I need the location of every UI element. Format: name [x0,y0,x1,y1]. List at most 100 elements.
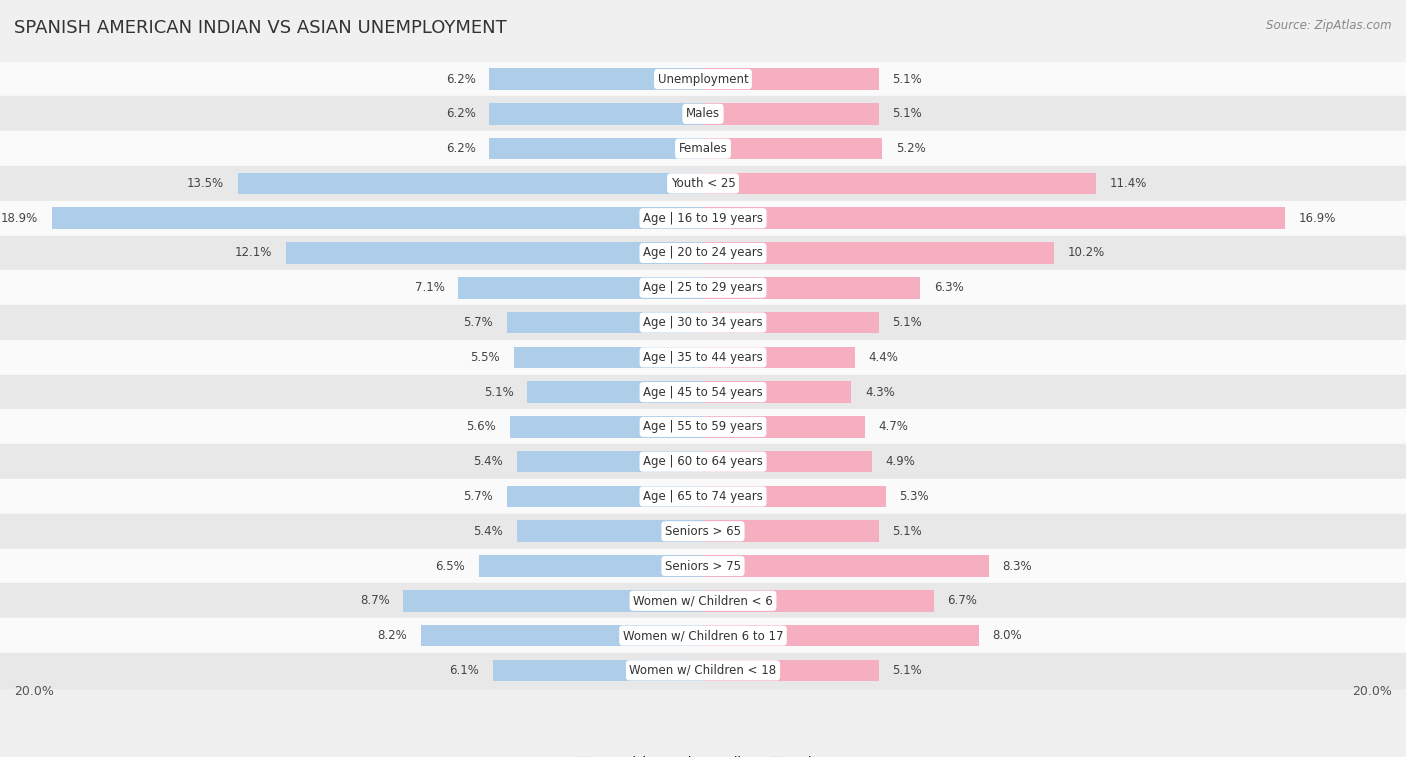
Bar [506,486,703,507]
Bar [703,521,879,542]
Text: 13.5%: 13.5% [187,177,224,190]
Bar [420,625,703,646]
Bar [0,201,1406,235]
Text: 4.7%: 4.7% [879,420,908,434]
Text: Females: Females [679,142,727,155]
Bar [703,242,1054,263]
Text: Age | 65 to 74 years: Age | 65 to 74 years [643,490,763,503]
Bar [517,521,703,542]
Bar [703,382,851,403]
Text: Seniors > 65: Seniors > 65 [665,525,741,537]
Bar [0,235,1406,270]
Bar [494,659,703,681]
Bar [703,138,882,160]
Bar [489,103,703,125]
Text: 4.3%: 4.3% [865,385,894,399]
Bar [0,618,1406,653]
Text: Males: Males [686,107,720,120]
Bar [489,68,703,90]
Bar [510,416,703,438]
Bar [52,207,703,229]
Text: Age | 35 to 44 years: Age | 35 to 44 years [643,350,763,364]
Bar [527,382,703,403]
Bar [703,416,865,438]
Bar [703,312,879,333]
Text: Women w/ Children < 18: Women w/ Children < 18 [630,664,776,677]
Text: 7.1%: 7.1% [415,282,444,294]
Text: 16.9%: 16.9% [1299,212,1336,225]
Bar [0,166,1406,201]
Bar [703,625,979,646]
Bar [703,207,1285,229]
Text: 5.6%: 5.6% [467,420,496,434]
Text: 8.7%: 8.7% [360,594,389,607]
Text: 5.1%: 5.1% [893,316,922,329]
Text: 11.4%: 11.4% [1109,177,1147,190]
Text: 4.9%: 4.9% [886,455,915,468]
Text: 6.2%: 6.2% [446,73,475,86]
Text: 20.0%: 20.0% [14,685,53,698]
Text: Age | 55 to 59 years: Age | 55 to 59 years [643,420,763,434]
Bar [0,375,1406,410]
Bar [0,270,1406,305]
Text: 5.3%: 5.3% [900,490,929,503]
Bar [506,312,703,333]
Bar [703,68,879,90]
Text: Age | 20 to 24 years: Age | 20 to 24 years [643,247,763,260]
Bar [0,410,1406,444]
Text: Age | 45 to 54 years: Age | 45 to 54 years [643,385,763,399]
Bar [458,277,703,298]
Text: Women w/ Children < 6: Women w/ Children < 6 [633,594,773,607]
Text: 12.1%: 12.1% [235,247,273,260]
Bar [0,96,1406,131]
Text: 5.2%: 5.2% [896,142,925,155]
Bar [517,451,703,472]
Bar [0,549,1406,584]
Text: 6.7%: 6.7% [948,594,977,607]
Bar [703,590,934,612]
Bar [0,61,1406,96]
Text: 5.7%: 5.7% [463,490,494,503]
Bar [703,486,886,507]
Bar [703,103,879,125]
Text: 5.1%: 5.1% [484,385,513,399]
Bar [703,451,872,472]
Text: 4.4%: 4.4% [869,350,898,364]
Bar [0,514,1406,549]
Text: Age | 25 to 29 years: Age | 25 to 29 years [643,282,763,294]
Text: Women w/ Children 6 to 17: Women w/ Children 6 to 17 [623,629,783,642]
Text: Source: ZipAtlas.com: Source: ZipAtlas.com [1267,19,1392,32]
Text: 8.2%: 8.2% [377,629,406,642]
Legend: Spanish American Indian, Asian: Spanish American Indian, Asian [574,751,832,757]
Text: Age | 30 to 34 years: Age | 30 to 34 years [643,316,763,329]
Text: 8.3%: 8.3% [1002,559,1032,572]
Bar [703,555,988,577]
Bar [0,305,1406,340]
Text: 5.1%: 5.1% [893,525,922,537]
Bar [0,584,1406,618]
Text: 5.1%: 5.1% [893,107,922,120]
Text: 6.2%: 6.2% [446,142,475,155]
Text: 8.0%: 8.0% [993,629,1022,642]
Text: 20.0%: 20.0% [1353,685,1392,698]
Text: Unemployment: Unemployment [658,73,748,86]
Bar [703,173,1095,195]
Text: Seniors > 75: Seniors > 75 [665,559,741,572]
Text: Age | 60 to 64 years: Age | 60 to 64 years [643,455,763,468]
Text: 6.2%: 6.2% [446,107,475,120]
Text: Youth < 25: Youth < 25 [671,177,735,190]
Bar [287,242,703,263]
Bar [703,277,920,298]
Text: 18.9%: 18.9% [1,212,38,225]
Text: 10.2%: 10.2% [1069,247,1105,260]
Text: 5.1%: 5.1% [893,73,922,86]
Bar [0,340,1406,375]
Text: 5.4%: 5.4% [474,455,503,468]
Bar [0,479,1406,514]
Text: 6.3%: 6.3% [934,282,963,294]
Bar [0,653,1406,688]
Text: Age | 16 to 19 years: Age | 16 to 19 years [643,212,763,225]
Bar [238,173,703,195]
Bar [0,444,1406,479]
Text: 6.5%: 6.5% [436,559,465,572]
